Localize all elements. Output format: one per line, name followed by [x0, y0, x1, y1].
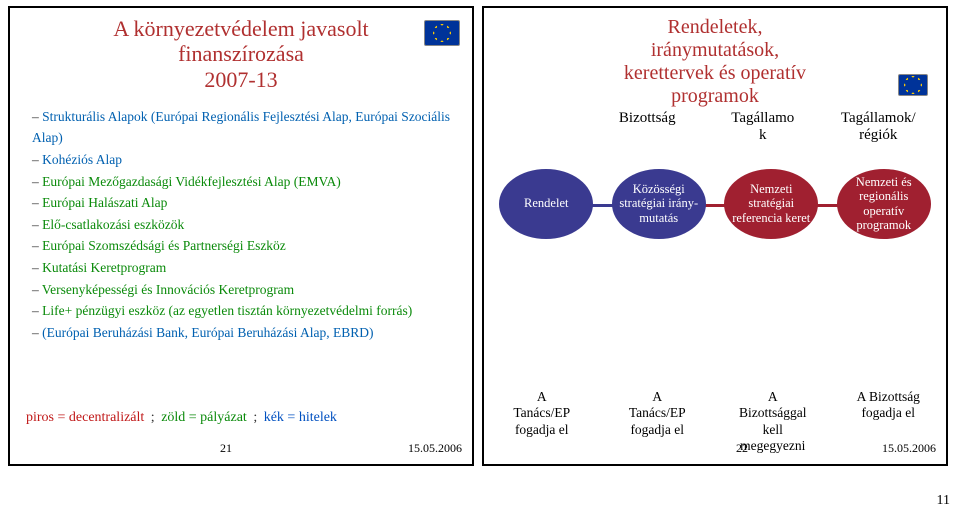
date: 15.05.2006	[882, 441, 936, 456]
bullet-list: Strukturális Alapok (Európai Regionális …	[32, 106, 472, 344]
bullet-item: Life+ pénzügyi eszköz (az egyetlen tiszt…	[32, 300, 458, 322]
flow-node: Nemzeti és regionális operatív programok	[837, 169, 931, 239]
date: 15.05.2006	[408, 441, 462, 456]
flow-row: Rendelet Közösségi stratégiai irány-mutat…	[484, 169, 946, 239]
legend-blue: kék = hitelek	[264, 410, 337, 425]
page-number: 22	[736, 441, 748, 456]
bullet-item: Strukturális Alapok (Európai Regionális …	[32, 106, 458, 149]
bullet-item: Európai Halászati Alap	[32, 192, 458, 214]
column-headers: BizottságTagállamokTagállamok/régiók	[484, 110, 946, 145]
legend-red: piros = decentralizált	[26, 410, 144, 425]
flow-node: Közösségi stratégiai irány-mutatás	[612, 169, 706, 239]
bottom-caption: ATanács/EPfogadja el	[487, 389, 597, 454]
title-line: Rendeletek,	[544, 16, 886, 39]
slide-right-title: Rendeletek, iránymutatások, kerettervek …	[484, 16, 946, 108]
eu-flag-icon	[424, 20, 460, 46]
column-header: Bizottság	[592, 110, 702, 145]
title-line: programok	[544, 85, 886, 108]
bullet-item: Kohéziós Alap	[32, 149, 458, 171]
bullet-item: Versenyképességi és Innovációs Keretprog…	[32, 279, 458, 301]
title-line: finanszírozása	[10, 41, 472, 66]
title-line: kerettervek és operatív	[544, 62, 886, 85]
title-line: iránymutatások,	[544, 39, 886, 62]
bullet-item: Elő-csatlakozási eszközök	[32, 214, 458, 236]
bullet-item: Kutatási Keretprogram	[32, 257, 458, 279]
legend-sep: ;	[253, 410, 257, 425]
column-header: Tagállamok/régiók	[823, 110, 933, 145]
color-legend: piros = decentralizált ; zöld = pályázat…	[26, 410, 337, 426]
bullet-item: Európai Szomszédsági és Partnerségi Eszk…	[32, 235, 458, 257]
eu-flag-icon	[898, 74, 928, 96]
slide-right: Rendeletek, iránymutatások, kerettervek …	[482, 6, 948, 466]
legend-green: zöld = pályázat	[161, 410, 247, 425]
slide-left: A környezetvédelem javasolt finanszírozá…	[8, 6, 474, 466]
column-header: Tagállamok	[708, 110, 818, 145]
bullet-item: (Európai Beruházási Bank, Európai Beruhá…	[32, 322, 458, 344]
sheet-page-number: 11	[937, 493, 950, 509]
bottom-caption: ABizottsággalkellmegegyezni	[718, 389, 828, 454]
flow-node: Nemzeti stratégiai referencia keret	[724, 169, 818, 239]
bottom-captions: ATanács/EPfogadja elATanács/EPfogadja el…	[484, 389, 946, 454]
flow-node: Rendelet	[499, 169, 593, 239]
legend-sep: ;	[151, 410, 155, 425]
page-number: 21	[220, 441, 232, 456]
title-line: A környezetvédelem javasolt	[10, 16, 472, 41]
title-line: 2007-13	[10, 67, 472, 92]
bottom-caption: ATanács/EPfogadja el	[602, 389, 712, 454]
bullet-item: Európai Mezőgazdasági Vidékfejlesztési A…	[32, 171, 458, 193]
slide-left-title: A környezetvédelem javasolt finanszírozá…	[10, 16, 472, 92]
